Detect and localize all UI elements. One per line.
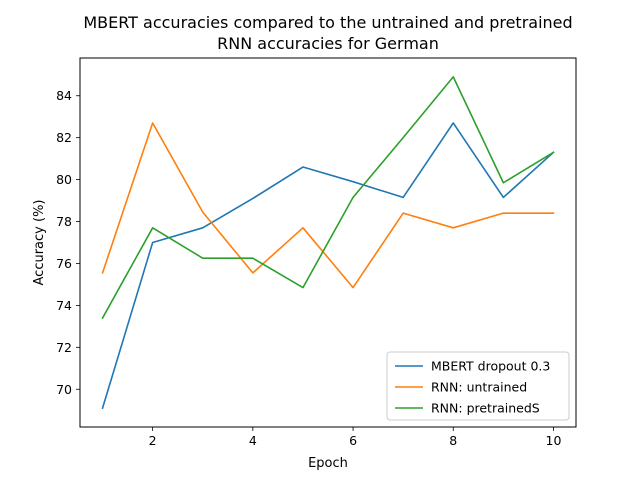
y-axis-label: Accuracy (%) bbox=[32, 200, 47, 286]
y-axis: 70 72 74 76 78 80 82 84 bbox=[56, 88, 80, 397]
x-tick-label: 8 bbox=[449, 433, 457, 448]
legend-label-1: MBERT dropout 0.3 bbox=[431, 359, 550, 374]
plot-frame bbox=[79, 57, 577, 428]
x-axis-label: Epoch bbox=[308, 456, 348, 471]
series-line-1 bbox=[101, 122, 555, 410]
x-axis: 2 4 6 8 10 bbox=[149, 427, 562, 448]
x-tick-label: 4 bbox=[249, 433, 257, 448]
legend-label-2: RNN: untrained bbox=[431, 380, 527, 395]
series-line-3 bbox=[101, 76, 555, 320]
series-line-2 bbox=[101, 122, 555, 289]
y-tick-label: 70 bbox=[56, 382, 72, 397]
plot-area bbox=[101, 76, 555, 410]
y-tick-label: 78 bbox=[56, 214, 72, 229]
chart-title-line-1: MBERT accuracies compared to the untrain… bbox=[83, 13, 572, 32]
x-tick-label: 2 bbox=[149, 433, 157, 448]
x-tick-label: 6 bbox=[349, 433, 357, 448]
y-tick-label: 82 bbox=[56, 130, 72, 145]
y-tick-label: 72 bbox=[56, 340, 72, 355]
legend-box bbox=[386, 351, 570, 421]
y-tick-label: 74 bbox=[56, 298, 72, 313]
y-tick-label: 84 bbox=[56, 88, 72, 103]
y-tick-label: 76 bbox=[56, 256, 72, 271]
x-tick-label: 10 bbox=[546, 433, 562, 448]
legend-label-3: RNN: pretrainedS bbox=[431, 401, 540, 416]
y-tick-label: 80 bbox=[56, 172, 72, 187]
chart-title-line-2: RNN accuracies for German bbox=[217, 34, 439, 53]
legend: MBERT dropout 0.3 RNN: untrained RNN: pret… bbox=[386, 351, 570, 421]
